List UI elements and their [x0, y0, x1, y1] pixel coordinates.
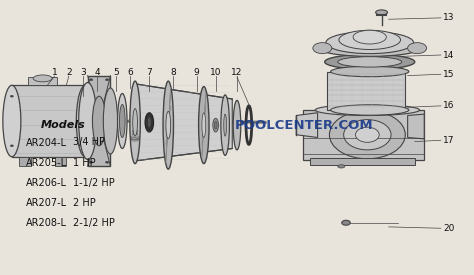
- Ellipse shape: [213, 118, 219, 132]
- Text: 1: 1: [52, 68, 57, 77]
- Text: 17: 17: [443, 136, 455, 145]
- Text: 16: 16: [443, 101, 455, 110]
- Ellipse shape: [375, 10, 388, 15]
- Ellipse shape: [353, 30, 386, 44]
- Ellipse shape: [199, 87, 209, 164]
- Text: 9: 9: [194, 68, 200, 77]
- Polygon shape: [408, 114, 424, 139]
- Ellipse shape: [337, 57, 402, 67]
- Ellipse shape: [233, 100, 241, 150]
- Ellipse shape: [325, 54, 415, 69]
- Text: 20: 20: [443, 224, 455, 233]
- Ellipse shape: [339, 30, 401, 50]
- Ellipse shape: [76, 85, 94, 157]
- Bar: [12, 85, 85, 157]
- Ellipse shape: [337, 165, 345, 168]
- Bar: [19, 157, 31, 166]
- Ellipse shape: [313, 43, 332, 54]
- Text: 5: 5: [113, 68, 119, 77]
- Text: AR207-L: AR207-L: [26, 198, 67, 208]
- Bar: [327, 72, 405, 110]
- Ellipse shape: [342, 220, 350, 225]
- Ellipse shape: [89, 79, 92, 81]
- Text: 4: 4: [94, 68, 100, 77]
- Ellipse shape: [89, 161, 92, 163]
- Text: 3: 3: [80, 68, 86, 77]
- Ellipse shape: [202, 113, 206, 138]
- Text: 14: 14: [443, 51, 455, 59]
- Ellipse shape: [147, 117, 151, 128]
- Ellipse shape: [315, 104, 419, 116]
- Text: 3/4 HP: 3/4 HP: [73, 138, 106, 147]
- Ellipse shape: [10, 95, 13, 97]
- Bar: [310, 158, 415, 165]
- Text: AR208-L: AR208-L: [26, 218, 67, 228]
- Ellipse shape: [134, 122, 137, 128]
- Ellipse shape: [3, 85, 21, 157]
- Ellipse shape: [131, 137, 139, 140]
- Ellipse shape: [33, 75, 52, 82]
- Ellipse shape: [326, 32, 413, 54]
- Ellipse shape: [119, 104, 125, 138]
- Ellipse shape: [130, 81, 140, 164]
- Text: 1 HP: 1 HP: [73, 158, 96, 167]
- Text: 7: 7: [146, 68, 152, 77]
- Text: 2 HP: 2 HP: [73, 198, 96, 208]
- Ellipse shape: [105, 161, 109, 163]
- Ellipse shape: [329, 111, 405, 159]
- Text: 12: 12: [231, 68, 243, 77]
- Ellipse shape: [163, 81, 173, 169]
- Ellipse shape: [105, 79, 109, 81]
- Text: POOLCENTER.COM: POOLCENTER.COM: [235, 119, 373, 132]
- Text: Models: Models: [40, 120, 85, 130]
- Ellipse shape: [145, 113, 154, 132]
- Ellipse shape: [221, 95, 229, 155]
- Text: AR205-L: AR205-L: [26, 158, 67, 167]
- Bar: [88, 76, 110, 166]
- Ellipse shape: [344, 120, 391, 150]
- Ellipse shape: [132, 131, 138, 135]
- Ellipse shape: [224, 114, 227, 136]
- Ellipse shape: [166, 111, 171, 139]
- Ellipse shape: [356, 127, 379, 142]
- Ellipse shape: [92, 96, 106, 146]
- Text: AR206-L: AR206-L: [26, 178, 67, 188]
- Ellipse shape: [118, 94, 127, 148]
- Text: 13: 13: [443, 13, 455, 22]
- Ellipse shape: [133, 109, 137, 136]
- Polygon shape: [28, 77, 57, 85]
- Polygon shape: [303, 110, 424, 160]
- Ellipse shape: [331, 66, 409, 77]
- Ellipse shape: [130, 139, 140, 141]
- Text: 2-1/2 HP: 2-1/2 HP: [73, 218, 115, 228]
- Text: AR204-L: AR204-L: [26, 138, 67, 147]
- Text: 8: 8: [170, 68, 176, 77]
- Ellipse shape: [79, 82, 97, 160]
- Ellipse shape: [319, 40, 421, 56]
- Text: 1-1/2 HP: 1-1/2 HP: [73, 178, 115, 188]
- Ellipse shape: [214, 121, 217, 129]
- Text: 2: 2: [66, 68, 72, 77]
- Bar: [55, 157, 66, 166]
- Polygon shape: [135, 84, 232, 161]
- Ellipse shape: [134, 122, 137, 128]
- Ellipse shape: [10, 145, 13, 147]
- Ellipse shape: [131, 137, 139, 140]
- Ellipse shape: [331, 105, 409, 115]
- Ellipse shape: [408, 43, 427, 54]
- Text: 10: 10: [210, 68, 221, 77]
- Polygon shape: [296, 113, 318, 138]
- Ellipse shape: [132, 131, 138, 135]
- Text: 15: 15: [443, 70, 455, 79]
- Text: 6: 6: [128, 68, 133, 77]
- Ellipse shape: [103, 88, 118, 154]
